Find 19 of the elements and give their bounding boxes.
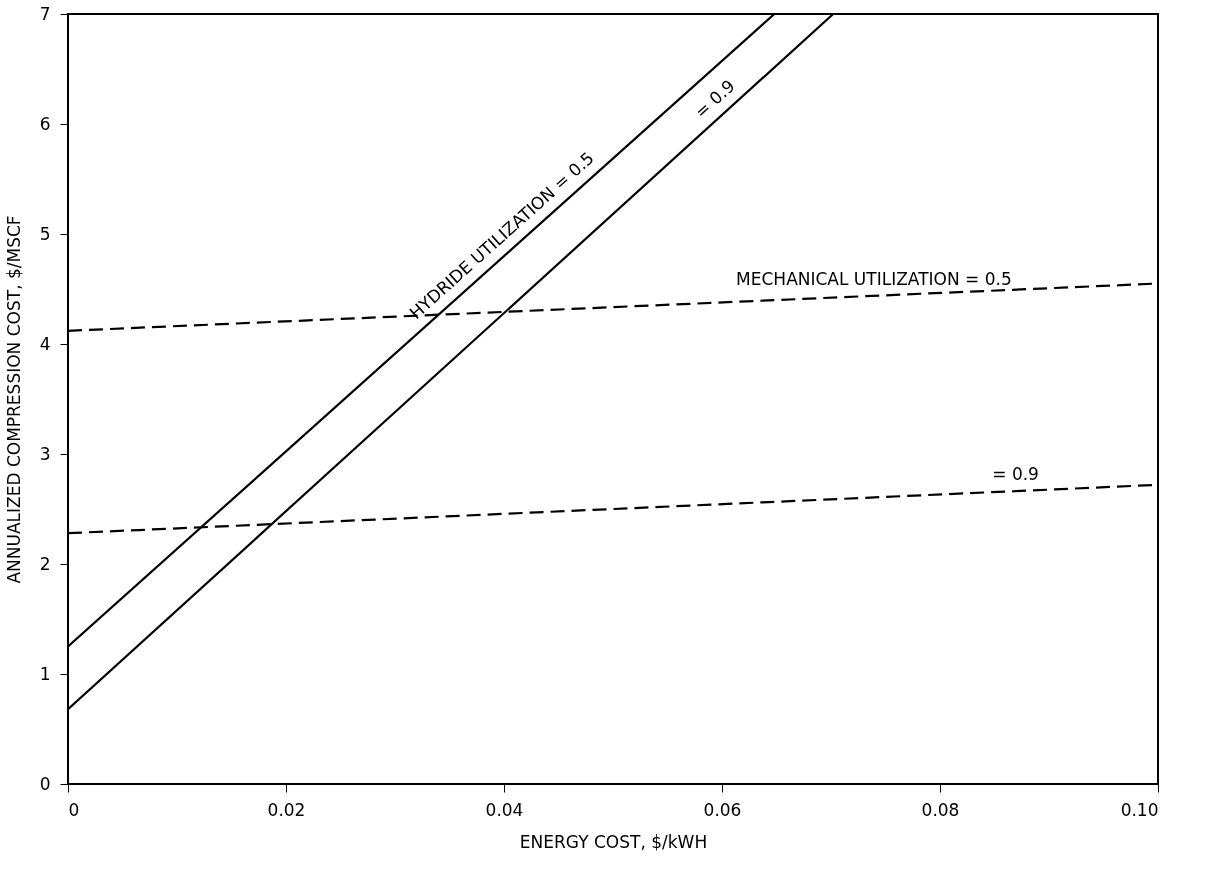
annotation: = 0.9 <box>992 464 1039 485</box>
x-tick-label: 0.02 <box>267 799 306 820</box>
y-tick-label: 1 <box>39 663 51 684</box>
x-tick-label: 0.08 <box>921 799 960 820</box>
y-tick-label: 7 <box>39 3 51 24</box>
annotation: MECHANICAL UTILIZATION = 0.5 <box>736 268 1012 289</box>
x-tick-label: 0.10 <box>1120 799 1159 820</box>
y-tick-label: 3 <box>39 443 51 464</box>
x-tick-label: 0.04 <box>485 799 524 820</box>
x-tick-label: 0 <box>68 799 80 820</box>
x-tick-label: 0.06 <box>703 799 742 820</box>
y-tick-label: 4 <box>39 333 51 354</box>
x-axis-title: ENERGY COST, $/kWH <box>519 831 708 852</box>
y-tick-label: 5 <box>39 223 51 244</box>
y-axis-title: ANNUALIZED COMPRESSION COST, $/MSCF <box>3 215 24 584</box>
annotation: = 0.9 <box>690 75 739 122</box>
y-tick-label: 0 <box>39 773 51 794</box>
y-tick-label: 6 <box>39 113 51 134</box>
y-tick-label: 2 <box>39 553 51 574</box>
